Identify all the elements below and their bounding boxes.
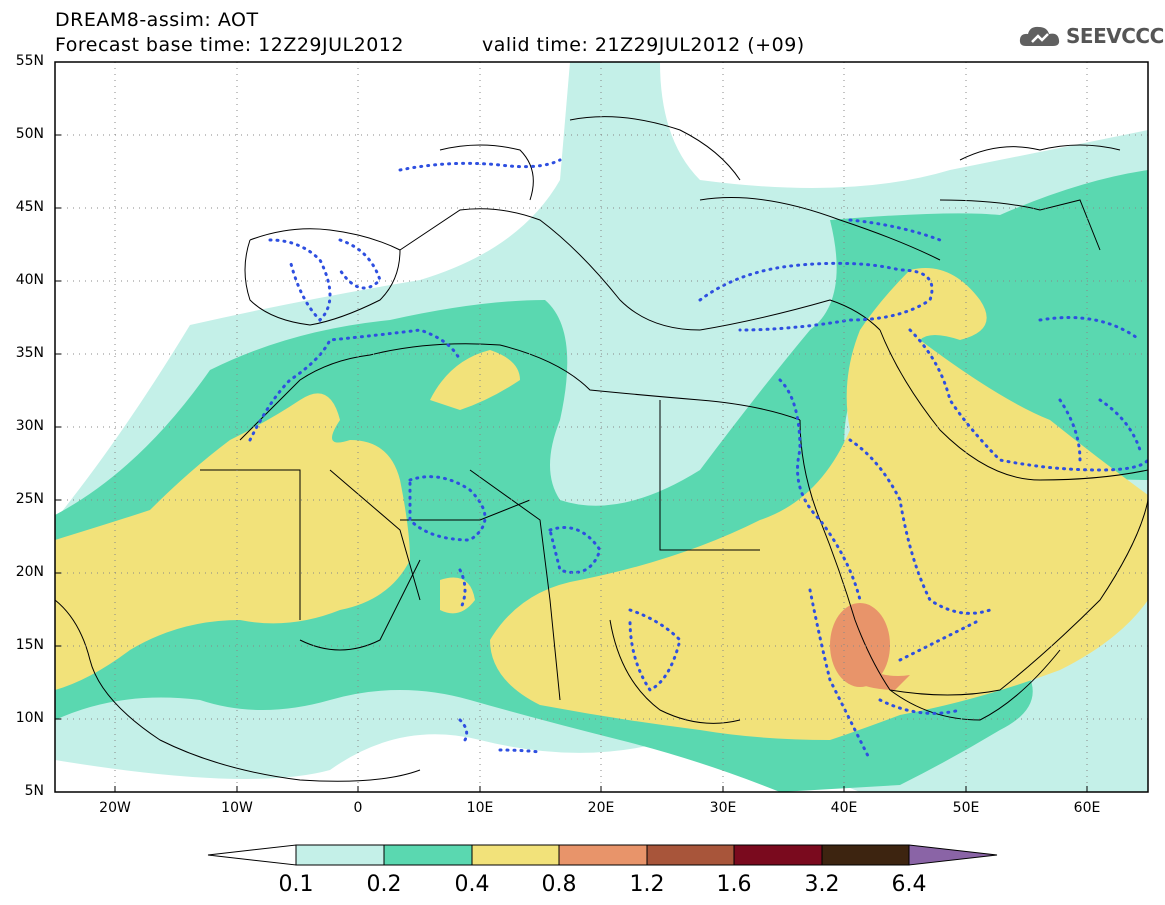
lat-label: 25N (15, 491, 44, 507)
lon-label: 10E (466, 800, 494, 816)
colorbar-segment (471, 844, 560, 866)
lat-label: 45N (15, 199, 44, 215)
lon-label: 60E (1073, 800, 1101, 816)
brand-name: SEEVCCC (1066, 24, 1164, 48)
lon-label: 0 (353, 800, 363, 816)
lat-label: 55N (15, 53, 44, 69)
colorbar-label: 0.8 (541, 872, 577, 897)
colorbar-segment (295, 844, 385, 866)
lat-label: 35N (15, 345, 44, 361)
colorbar-label: 1.2 (629, 872, 665, 897)
colorbar-segment-over (908, 844, 998, 866)
lat-label: 30N (15, 418, 44, 434)
lat-label: 40N (15, 272, 44, 288)
colorbar (207, 844, 998, 866)
colorbar-segment (558, 844, 648, 866)
colorbar-segment (821, 844, 910, 866)
brand-logo: SEEVCCC (1018, 22, 1164, 50)
colorbar-label: 3.2 (804, 872, 840, 897)
colorbar-label: 0.2 (366, 872, 402, 897)
forecast-base-time: Forecast base time: 12Z29JUL2012 (55, 34, 404, 56)
cloud-icon (1019, 26, 1060, 46)
colorbar-segment (383, 844, 473, 866)
colorbar-label: 1.6 (716, 872, 752, 897)
lon-label: 20W (99, 800, 131, 816)
grid (55, 62, 1148, 792)
dotted-contours (248, 158, 1148, 762)
colorbar-label: 6.4 (891, 872, 927, 897)
lat-label: 20N (15, 564, 44, 580)
aot-field-orange (830, 603, 890, 687)
lat-label: 10N (15, 710, 44, 726)
map-title: DREAM8-assim: AOT (55, 9, 259, 31)
lon-label: 40E (830, 800, 858, 816)
colorbar-label: 0.1 (278, 872, 314, 897)
valid-time: valid time: 21Z29JUL2012 (+09) (482, 34, 805, 56)
lat-label: 50N (15, 126, 44, 142)
lon-label: 30E (709, 800, 737, 816)
lat-label: 5N (24, 783, 44, 799)
lat-label: 15N (15, 637, 44, 653)
colorbar-segment-under (207, 844, 297, 866)
lon-label: 10W (221, 800, 253, 816)
lon-label: 20E (587, 800, 615, 816)
colorbar-segment (733, 844, 823, 866)
colorbar-label: 0.4 (454, 872, 490, 897)
coastlines (55, 116, 1148, 782)
colorbar-segment (646, 844, 735, 866)
lon-label: 50E (952, 800, 980, 816)
